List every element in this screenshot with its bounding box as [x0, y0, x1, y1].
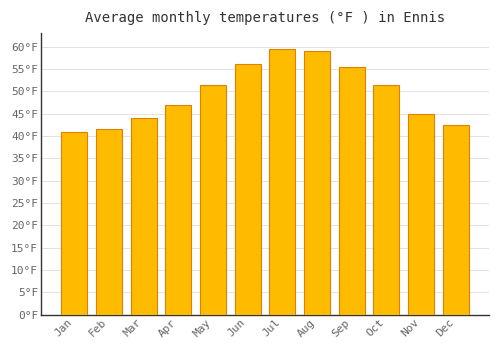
Bar: [165, 105, 191, 315]
Title: Average monthly temperatures (°F ) in Ennis: Average monthly temperatures (°F ) in En…: [85, 11, 445, 25]
Bar: [130, 118, 156, 315]
Bar: [269, 49, 295, 315]
Bar: [200, 85, 226, 315]
Bar: [408, 114, 434, 315]
Bar: [62, 132, 87, 315]
Bar: [304, 51, 330, 315]
Bar: [96, 129, 122, 315]
Bar: [373, 85, 399, 315]
Bar: [338, 67, 364, 315]
Bar: [442, 125, 468, 315]
Bar: [234, 64, 260, 315]
